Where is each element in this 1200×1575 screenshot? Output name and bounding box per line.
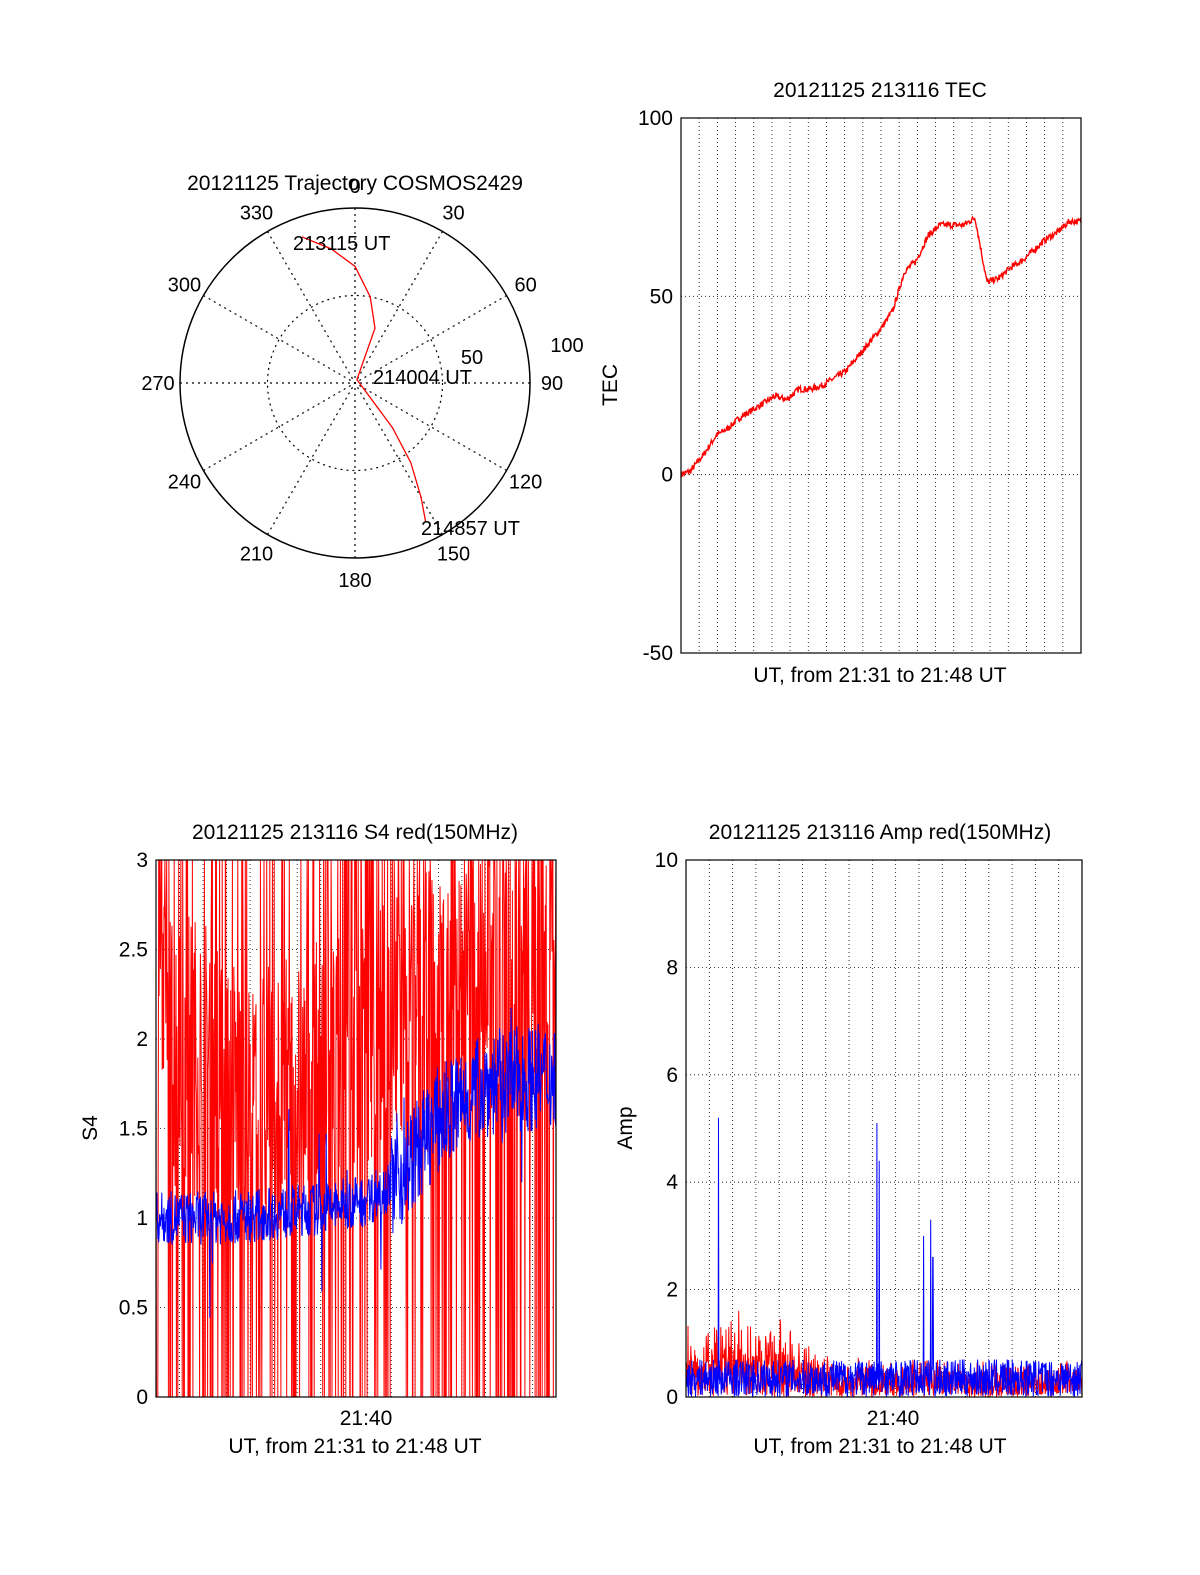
polar-annotation-mid: 214004 UT xyxy=(373,367,472,389)
polar-angle-label: 240 xyxy=(168,472,201,494)
polar-inner-ring xyxy=(266,294,444,472)
y-tick-label: 50 xyxy=(650,285,673,308)
polar-trajectory xyxy=(301,236,427,522)
polar-angle-label: 180 xyxy=(338,570,371,592)
y-tick-label: 0 xyxy=(666,1386,678,1409)
polar-annotation-start: 213115 UT xyxy=(293,233,390,255)
y-tick-label: 2.5 xyxy=(119,939,148,962)
amp-plot-frame xyxy=(685,859,1083,1398)
y-tick-label: 1.5 xyxy=(119,1118,148,1141)
s4-y-ticks: 0 0.5 1 1.5 2 2.5 3 xyxy=(119,849,148,1409)
tec-panel: 20121125 213116 TEC -50 0 50 100 TEC UT, fr… xyxy=(599,79,1082,687)
tec-plot-frame xyxy=(680,117,1082,654)
y-tick-label: -50 xyxy=(643,642,673,665)
amp-ylabel: Amp xyxy=(614,1106,637,1149)
polar-angle-label: 30 xyxy=(442,202,464,224)
tec-y-ticks: -50 0 50 100 xyxy=(638,107,673,665)
amp-xlabel: UT, from 21:31 to 21:48 UT xyxy=(753,1435,1006,1458)
y-tick-label: 8 xyxy=(666,956,678,979)
polar-panel: 20121125 Trajectory COSMOS2429 0 30 60 90 12… xyxy=(141,172,583,592)
polar-angle-label: 60 xyxy=(514,275,536,297)
s4-xtick-2140: 21:40 xyxy=(340,1407,393,1430)
amp-blue-series xyxy=(685,1117,1083,1398)
y-tick-label: 0.5 xyxy=(119,1297,148,1320)
y-tick-label: 2 xyxy=(666,1279,678,1302)
polar-angle-label: 210 xyxy=(240,544,273,566)
tec-ylabel: TEC xyxy=(599,364,622,406)
s4-blue-series xyxy=(155,1007,557,1318)
s4-title: 20121125 213116 S4 red(150MHz) xyxy=(192,821,518,844)
tec-grid xyxy=(681,118,1081,653)
y-tick-label: 4 xyxy=(666,1171,678,1194)
y-tick-label: 2 xyxy=(136,1028,148,1051)
polar-angle-label: 330 xyxy=(240,202,273,224)
polar-title: 20121125 Trajectory COSMOS2429 xyxy=(187,172,523,195)
polar-angle-label: 0 xyxy=(349,176,360,198)
amp-title: 20121125 213116 Amp red(150MHz) xyxy=(709,821,1051,844)
polar-annotation-end: 214857 UT xyxy=(421,518,520,540)
tec-series-line xyxy=(680,215,1082,478)
polar-angle-labels: 0 30 60 90 120 150 180 210 240 270 300 330 xyxy=(141,176,563,592)
y-tick-label: 3 xyxy=(136,849,148,872)
polar-radius-label-50: 50 xyxy=(461,347,483,369)
s4-xlabel: UT, from 21:31 to 21:48 UT xyxy=(228,1435,481,1458)
s4-red-series xyxy=(155,859,557,1398)
polar-radius-label-100: 100 xyxy=(550,335,583,357)
y-tick-label: 6 xyxy=(666,1064,678,1087)
s4-plot-frame xyxy=(155,859,557,1398)
s4-panel: 20121125 213116 S4 red(150MHz) 0 0.5 1 1.5 2… xyxy=(79,821,557,1458)
polar-angle-label: 300 xyxy=(168,275,201,297)
s4-ylabel: S4 xyxy=(79,1115,102,1141)
polar-angle-label: 270 xyxy=(141,373,174,395)
y-tick-label: 100 xyxy=(638,107,673,130)
amp-xtick-2140: 21:40 xyxy=(867,1407,920,1430)
tec-xlabel: UT, from 21:31 to 21:48 UT xyxy=(753,664,1006,687)
y-tick-label: 1 xyxy=(136,1207,148,1230)
polar-angle-label: 150 xyxy=(437,544,470,566)
y-tick-label: 0 xyxy=(661,464,673,487)
polar-angle-label: 90 xyxy=(541,373,563,395)
y-tick-label: 0 xyxy=(136,1386,148,1409)
polar-angle-label: 120 xyxy=(509,472,542,494)
polar-spoke xyxy=(266,231,444,535)
tec-title: 20121125 213116 TEC xyxy=(773,79,987,102)
amp-y-ticks: 0 2 4 6 8 10 xyxy=(655,849,679,1409)
amp-panel: 20121125 213116 Amp red(150MHz) 0246810 … xyxy=(614,821,1083,1458)
polar-spokes xyxy=(180,208,530,558)
amp-grid xyxy=(686,860,1082,1397)
y-tick-label: 10 xyxy=(655,849,678,872)
